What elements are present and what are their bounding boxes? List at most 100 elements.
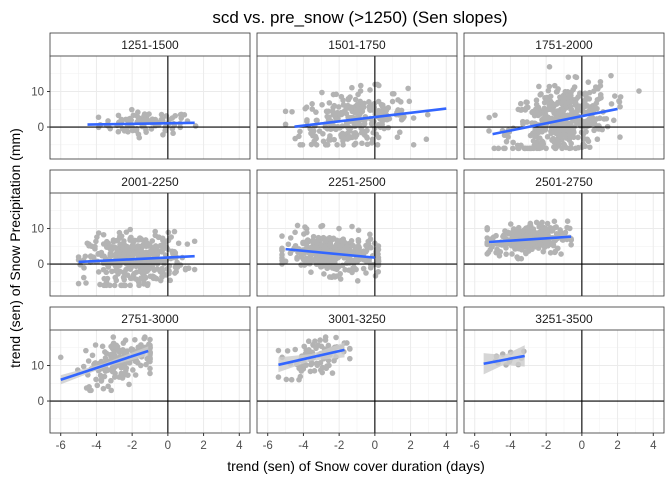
y-tick-label: 0 <box>38 122 44 134</box>
data-points <box>484 218 574 262</box>
data-point <box>107 282 113 289</box>
data-point <box>551 139 558 146</box>
data-point <box>301 343 308 350</box>
data-point <box>560 141 567 147</box>
data-point <box>559 145 565 152</box>
data-point <box>172 264 179 270</box>
x-tick-label: -2 <box>541 440 551 452</box>
y-tick-label: 10 <box>31 224 44 236</box>
data-point <box>312 133 318 139</box>
data-point <box>303 104 310 111</box>
data-point <box>173 268 179 275</box>
data-point <box>533 101 540 108</box>
data-point <box>118 364 125 370</box>
data-point <box>536 83 542 90</box>
data-point <box>608 72 614 79</box>
data-point <box>288 376 295 383</box>
facet-panel: 2251-2500 <box>256 169 458 297</box>
data-point <box>297 128 303 135</box>
data-point <box>612 93 618 99</box>
data-point <box>379 117 385 123</box>
data-point <box>98 377 105 384</box>
data-point <box>583 93 589 100</box>
data-point <box>594 136 601 143</box>
data-point <box>357 82 364 89</box>
data-point <box>424 111 431 118</box>
data-point <box>310 342 316 348</box>
data-point <box>562 88 569 95</box>
data-point <box>544 220 551 227</box>
facet-label: 3001-3250 <box>328 312 386 326</box>
data-point <box>550 242 557 249</box>
data-point <box>583 128 589 135</box>
data-point <box>352 134 359 140</box>
data-point <box>313 360 320 367</box>
data-point <box>610 117 617 124</box>
trend-line <box>294 107 447 128</box>
data-point <box>394 134 401 141</box>
trend-line <box>488 235 572 244</box>
data-point <box>130 251 136 258</box>
data-point <box>337 270 344 277</box>
data-point <box>552 145 559 152</box>
data-point <box>89 352 96 359</box>
data-point <box>140 269 146 276</box>
data-point <box>559 94 566 101</box>
facet-label: 2751-3000 <box>121 312 179 326</box>
data-point <box>584 103 591 109</box>
data-point <box>537 91 544 98</box>
data-point <box>85 358 92 364</box>
data-point <box>80 274 87 281</box>
data-point <box>410 115 417 121</box>
data-point <box>95 230 102 236</box>
data-point <box>333 126 339 133</box>
data-point <box>292 229 298 236</box>
data-point <box>536 129 542 136</box>
data-point <box>515 145 521 152</box>
data-point <box>131 270 137 277</box>
data-point <box>294 256 300 262</box>
data-point <box>326 234 333 241</box>
data-point <box>552 123 558 130</box>
data-point <box>171 248 178 255</box>
facet-panel: 2001-2250 <box>49 169 251 297</box>
x-tick-label: -6 <box>56 440 66 452</box>
data-point <box>326 100 333 106</box>
panel-border <box>49 329 251 434</box>
data-point <box>490 234 497 240</box>
data-point <box>332 274 338 280</box>
data-point <box>282 121 289 128</box>
data-point <box>289 108 295 115</box>
data-point <box>171 228 178 235</box>
x-tick-label: -6 <box>263 440 273 452</box>
data-point <box>126 381 132 388</box>
data-point <box>100 241 107 247</box>
data-point <box>321 271 327 277</box>
data-point <box>360 265 367 272</box>
data-point <box>544 134 551 140</box>
data-point <box>99 343 106 350</box>
data-point <box>577 122 584 129</box>
data-point <box>327 137 333 143</box>
y-tick-label: 10 <box>31 361 44 373</box>
data-point <box>373 251 379 257</box>
facet-panel: 3251-3500 <box>463 306 665 434</box>
data-point <box>375 268 382 275</box>
data-point <box>367 87 373 93</box>
data-point <box>311 138 317 145</box>
data-point <box>486 114 492 121</box>
data-point <box>356 106 363 112</box>
data-point <box>327 257 334 264</box>
x-tick-label: 0 <box>372 440 378 452</box>
data-point <box>108 377 114 384</box>
data-point <box>160 241 167 248</box>
data-point <box>115 237 121 243</box>
x-tick-label: 0 <box>579 440 585 452</box>
data-point <box>77 262 84 268</box>
data-point <box>352 109 359 116</box>
data-point <box>331 136 337 143</box>
data-point <box>577 90 583 96</box>
data-point <box>616 99 623 105</box>
trend-line <box>285 247 375 259</box>
data-point <box>520 228 526 234</box>
